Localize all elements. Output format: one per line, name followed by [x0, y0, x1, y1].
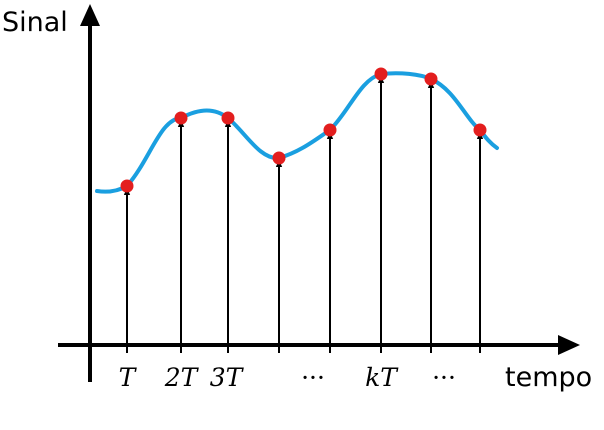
y-axis-label: Sinal [2, 7, 68, 38]
y-axis-arrowhead [80, 4, 100, 26]
tick-label: ··· [301, 363, 325, 392]
sample-dot [323, 123, 337, 137]
sample-dot [174, 111, 188, 125]
tick-label: kT [365, 363, 399, 392]
sample-dot [120, 179, 134, 193]
tick-label: 3T [210, 363, 245, 392]
axes: Sinal tempo [2, 4, 592, 393]
x-axis-label: tempo [505, 362, 592, 393]
sample-dot [221, 111, 235, 125]
x-axis-arrowhead [558, 335, 580, 355]
samples: T 2T 3T ··· kT ··· [119, 67, 487, 392]
sample-dot [374, 67, 388, 81]
sample-dot [424, 72, 438, 86]
tick-label: ··· [432, 363, 456, 392]
tick-label: T [119, 363, 138, 392]
sample-dot [473, 123, 487, 137]
tick-label: 2T [164, 363, 200, 392]
signal-curve [95, 71, 499, 194]
sample-dot [272, 151, 286, 165]
